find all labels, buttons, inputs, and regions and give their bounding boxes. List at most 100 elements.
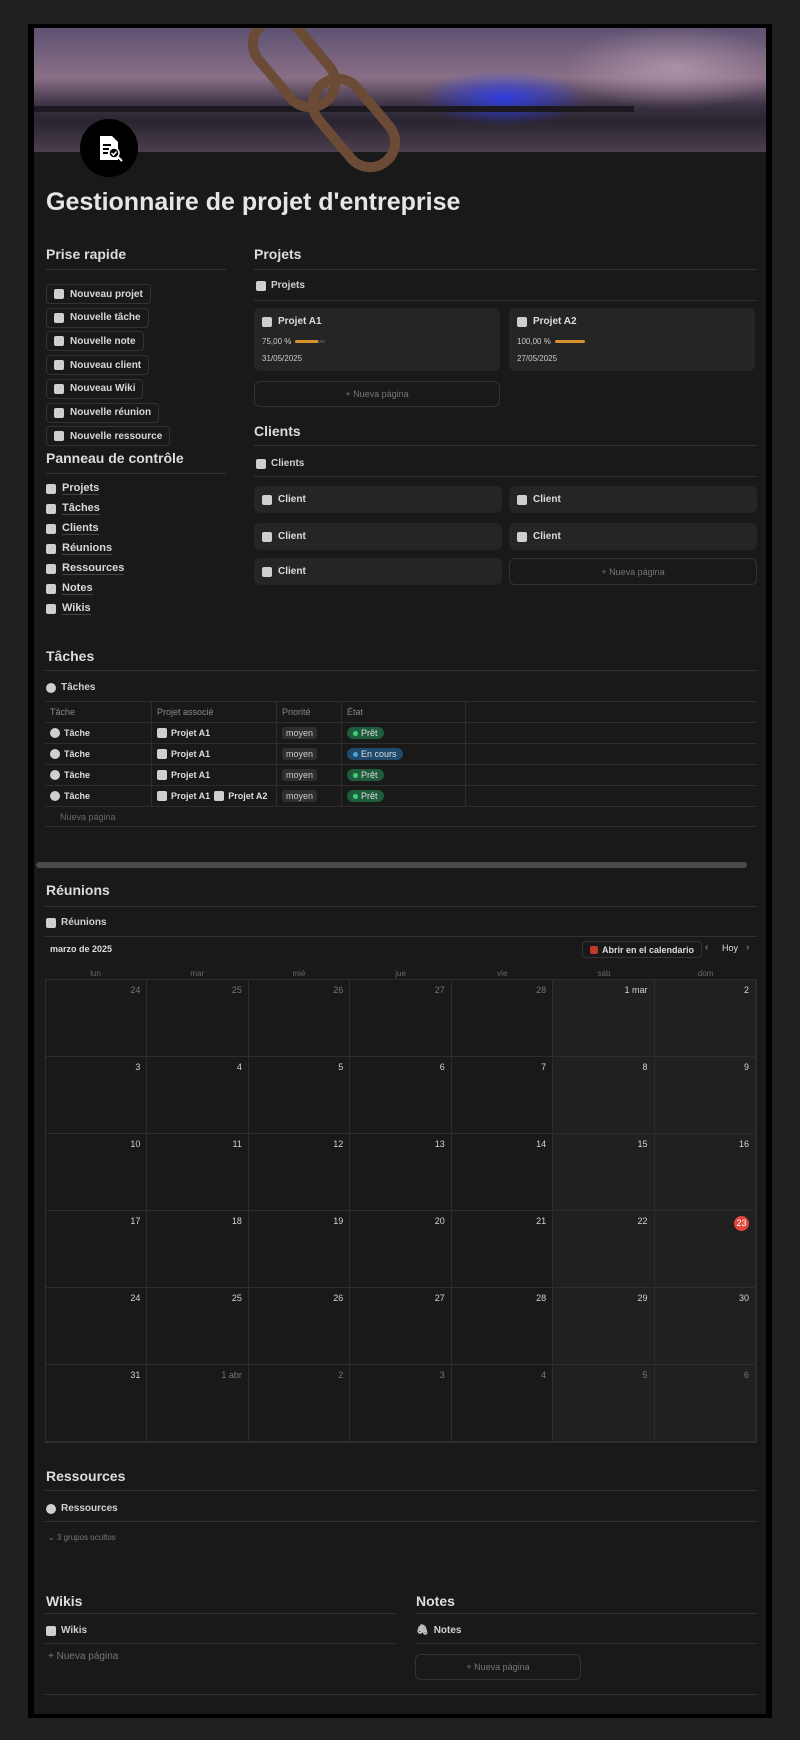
- priority-cell[interactable]: moyen: [277, 786, 342, 806]
- column-header[interactable]: Priorité: [277, 702, 342, 722]
- panel-link-projets[interactable]: Projets: [46, 482, 100, 495]
- quick-nouveau-client-button[interactable]: Nouveau client: [46, 355, 150, 376]
- calendar-day[interactable]: 15: [553, 1134, 655, 1211]
- quick-nouvelle-note-button[interactable]: Nouvelle note: [46, 331, 144, 352]
- client-card[interactable]: Client: [509, 486, 757, 513]
- client-card[interactable]: Client: [509, 523, 757, 550]
- calendar-day[interactable]: 1 abr: [147, 1365, 249, 1442]
- calendar-day[interactable]: 21: [451, 1211, 554, 1288]
- calendar-day[interactable]: 20: [350, 1211, 452, 1288]
- calendar-day[interactable]: 3: [350, 1365, 452, 1442]
- project-link[interactable]: Projet A1: [171, 749, 211, 759]
- status-cell[interactable]: Prêt: [342, 765, 466, 785]
- priority-cell[interactable]: moyen: [277, 744, 342, 764]
- projects-view-tab[interactable]: Projets: [256, 280, 305, 291]
- quick-nouvelle-tache-button[interactable]: Nouvelle tâche: [46, 307, 149, 328]
- calendar-day[interactable]: 8: [553, 1057, 655, 1134]
- project-cell[interactable]: Projet A1: [152, 723, 277, 743]
- task-cell[interactable]: Tâche: [45, 765, 152, 785]
- project-link[interactable]: Projet A2: [228, 791, 268, 801]
- panel-link-taches[interactable]: Tâches: [46, 502, 100, 515]
- clients-view-tab[interactable]: Clients: [256, 458, 304, 469]
- task-cell[interactable]: Tâche: [45, 723, 152, 743]
- status-cell[interactable]: Prêt: [342, 723, 466, 743]
- calendar-day[interactable]: 2: [248, 1365, 351, 1442]
- calendar-day[interactable]: 13: [350, 1134, 452, 1211]
- wikis-view-tab[interactable]: Wikis: [46, 1625, 87, 1636]
- quick-nouvelle-ressource-button[interactable]: Nouvelle ressource: [46, 426, 171, 447]
- calendar-day[interactable]: 26: [248, 980, 351, 1057]
- horizontal-scrollbar[interactable]: [36, 862, 747, 868]
- status-cell[interactable]: Prêt: [342, 786, 466, 806]
- notes-view-tab[interactable]: 🖇 Notes: [416, 1625, 462, 1636]
- quick-nouveau-projet-button[interactable]: Nouveau projet: [46, 284, 151, 304]
- project-link[interactable]: Projet A1: [171, 728, 211, 738]
- project-link[interactable]: Projet A1: [171, 791, 211, 801]
- quick-nouveau-wiki-button[interactable]: Nouveau Wiki: [46, 378, 144, 399]
- panel-link-clients[interactable]: Clients: [46, 522, 99, 535]
- calendar-day[interactable]: 5: [553, 1365, 655, 1442]
- priority-cell[interactable]: moyen: [277, 723, 342, 743]
- calendar-day[interactable]: 4: [451, 1365, 554, 1442]
- projects-new-page-button[interactable]: + Nueva página: [254, 381, 500, 407]
- task-cell[interactable]: Tâche: [45, 744, 152, 764]
- calendar-day[interactable]: 23: [654, 1211, 756, 1288]
- calendar-day[interactable]: 5: [248, 1057, 351, 1134]
- calendar-day[interactable]: 4: [147, 1057, 249, 1134]
- client-card[interactable]: Client: [254, 523, 502, 550]
- table-row[interactable]: Tâche Projet A1 moyen Prêt: [45, 722, 757, 743]
- quick-nouvelle-reunion-button[interactable]: Nouvelle réunion: [46, 402, 160, 423]
- calendar-day[interactable]: 7: [451, 1057, 554, 1134]
- panel-link-notes[interactable]: Notes: [46, 582, 93, 595]
- open-calendar-button[interactable]: Abrir en el calendario: [582, 941, 703, 958]
- panel-link-wikis[interactable]: Wikis: [46, 602, 91, 615]
- calendar-day[interactable]: 31: [46, 1365, 148, 1442]
- meetings-view-tab[interactable]: Réunions: [46, 917, 107, 928]
- calendar-day[interactable]: 27: [350, 980, 452, 1057]
- table-row[interactable]: Tâche Projet A1 moyen Prêt: [45, 764, 757, 785]
- column-header[interactable]: Projet associé: [152, 702, 277, 722]
- calendar-day[interactable]: 18: [147, 1211, 249, 1288]
- project-link[interactable]: Projet A1: [171, 770, 211, 780]
- calendar-day[interactable]: 16: [654, 1134, 756, 1211]
- calendar-day[interactable]: 24: [46, 1288, 148, 1365]
- table-row[interactable]: Tâche Projet A1 moyen En cours: [45, 743, 757, 764]
- project-card[interactable]: Projet A2 100,00 % 27/05/2025: [509, 308, 755, 371]
- tasks-view-tab[interactable]: Tâches: [46, 682, 95, 693]
- client-card[interactable]: Client: [254, 486, 502, 513]
- panel-link-reunions[interactable]: Réunions: [46, 542, 113, 555]
- calendar-day[interactable]: 3: [46, 1057, 148, 1134]
- calendar-day[interactable]: 26: [248, 1288, 351, 1365]
- project-cell[interactable]: Projet A1: [152, 744, 277, 764]
- hidden-groups-toggle[interactable]: ⌄ 3 grupos ocultos: [48, 1533, 116, 1542]
- calendar-day[interactable]: 30: [654, 1288, 756, 1365]
- calendar-day[interactable]: 14: [451, 1134, 554, 1211]
- next-month-button[interactable]: ›: [746, 942, 750, 953]
- calendar-day[interactable]: 9: [654, 1057, 756, 1134]
- project-cell[interactable]: Projet A1 Projet A2: [152, 786, 277, 806]
- table-row[interactable]: Tâche Projet A1 Projet A2 moyen Prêt: [45, 785, 757, 806]
- clients-new-page-button[interactable]: + Nueva página: [509, 558, 757, 585]
- panel-link-ressources[interactable]: Ressources: [46, 562, 125, 575]
- task-cell[interactable]: Tâche: [45, 786, 152, 806]
- calendar-day[interactable]: 6: [350, 1057, 452, 1134]
- calendar-day[interactable]: 22: [553, 1211, 655, 1288]
- priority-cell[interactable]: moyen: [277, 765, 342, 785]
- calendar-day[interactable]: 2: [654, 980, 756, 1057]
- status-cell[interactable]: En cours: [342, 744, 466, 764]
- prev-month-button[interactable]: ‹: [705, 942, 709, 953]
- resources-view-tab[interactable]: Ressources: [46, 1503, 118, 1514]
- notes-new-page-button[interactable]: + Nueva página: [415, 1654, 581, 1680]
- calendar-day[interactable]: 28: [451, 1288, 554, 1365]
- column-header[interactable]: État: [342, 702, 466, 722]
- calendar-day[interactable]: 10: [46, 1134, 148, 1211]
- calendar-day[interactable]: 1 mar: [553, 980, 655, 1057]
- calendar-day[interactable]: 17: [46, 1211, 148, 1288]
- calendar-day[interactable]: 19: [248, 1211, 351, 1288]
- project-cell[interactable]: Projet A1: [152, 765, 277, 785]
- calendar-day[interactable]: 25: [147, 1288, 249, 1365]
- calendar-day[interactable]: 27: [350, 1288, 452, 1365]
- calendar-day[interactable]: 11: [147, 1134, 249, 1211]
- column-header[interactable]: Tâche: [45, 702, 152, 722]
- calendar-day[interactable]: 12: [248, 1134, 351, 1211]
